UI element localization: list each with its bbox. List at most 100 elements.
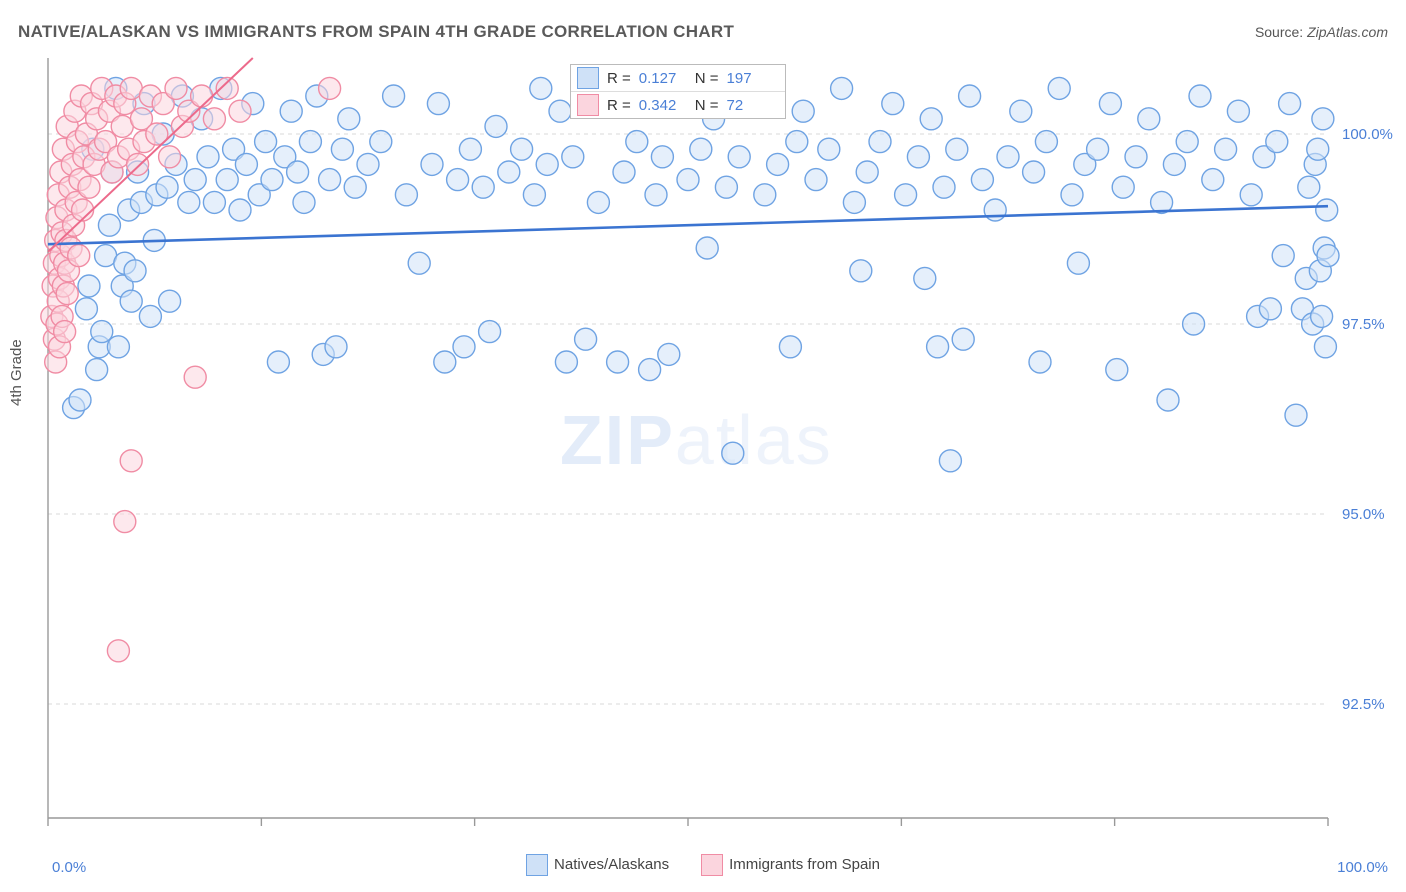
data-point	[1125, 146, 1147, 168]
data-point	[1272, 245, 1294, 267]
data-point	[86, 359, 108, 381]
data-point	[216, 169, 238, 191]
data-point	[511, 138, 533, 160]
chart-container: NATIVE/ALASKAN VS IMMIGRANTS FROM SPAIN …	[0, 0, 1406, 892]
data-point	[997, 146, 1019, 168]
data-point	[178, 191, 200, 213]
data-point	[98, 214, 120, 236]
data-point	[1023, 161, 1045, 183]
data-point	[75, 298, 97, 320]
data-point	[124, 260, 146, 282]
data-point	[626, 131, 648, 153]
data-point	[331, 138, 353, 160]
data-point	[370, 131, 392, 153]
y-tick-label: 92.5%	[1342, 696, 1385, 713]
data-point	[536, 153, 558, 175]
data-point	[383, 85, 405, 107]
data-point	[1189, 85, 1211, 107]
legend-swatch-icon	[701, 854, 723, 876]
data-point	[645, 184, 667, 206]
source-attribution: Source: ZipAtlas.com	[1255, 24, 1388, 40]
legend-label: Natives/Alaskans	[554, 856, 669, 873]
source-value: ZipAtlas.com	[1307, 24, 1388, 40]
data-point	[728, 146, 750, 168]
data-point	[927, 336, 949, 358]
data-point	[523, 184, 545, 206]
data-point	[472, 176, 494, 198]
data-point	[651, 146, 673, 168]
data-point	[984, 199, 1006, 221]
data-point	[952, 328, 974, 350]
data-point	[658, 343, 680, 365]
data-point	[1163, 153, 1185, 175]
data-point	[1138, 108, 1160, 130]
data-point	[421, 153, 443, 175]
data-point	[779, 336, 801, 358]
data-point	[882, 93, 904, 115]
data-point	[1307, 138, 1329, 160]
data-point	[1157, 389, 1179, 411]
data-point	[1099, 93, 1121, 115]
correlation-legend-row: R =0.342N =72	[571, 92, 785, 118]
r-label: R =	[607, 97, 631, 114]
data-point	[1112, 176, 1134, 198]
data-point	[184, 169, 206, 191]
chart-title: NATIVE/ALASKAN VS IMMIGRANTS FROM SPAIN …	[18, 22, 734, 42]
data-point	[453, 336, 475, 358]
data-point	[946, 138, 968, 160]
data-point	[54, 321, 76, 343]
data-point	[120, 290, 142, 312]
data-point	[261, 169, 283, 191]
y-tick-label: 95.0%	[1342, 506, 1385, 523]
data-point	[530, 77, 552, 99]
scatter-chart: 92.5%95.0%97.5%100.0%	[48, 58, 1398, 848]
data-point	[1298, 176, 1320, 198]
data-point	[319, 169, 341, 191]
data-point	[1317, 245, 1339, 267]
data-point	[1176, 131, 1198, 153]
data-point	[293, 191, 315, 213]
data-point	[939, 450, 961, 472]
data-point	[344, 176, 366, 198]
data-point	[587, 191, 609, 213]
data-point	[235, 153, 257, 175]
legend-swatch-icon	[526, 854, 548, 876]
legend-item: Immigrants from Spain	[701, 854, 880, 876]
data-point	[1087, 138, 1109, 160]
data-point	[607, 351, 629, 373]
data-point	[914, 267, 936, 289]
data-point	[184, 366, 206, 388]
data-point	[69, 389, 91, 411]
legend-item: Natives/Alaskans	[526, 854, 669, 876]
data-point	[1183, 313, 1205, 335]
data-point	[1067, 252, 1089, 274]
data-point	[408, 252, 430, 274]
data-point	[1259, 298, 1281, 320]
data-point	[197, 146, 219, 168]
data-point	[1285, 404, 1307, 426]
data-point	[159, 146, 181, 168]
data-point	[203, 108, 225, 130]
data-point	[299, 131, 321, 153]
data-point	[920, 108, 942, 130]
data-point	[1029, 351, 1051, 373]
legend-swatch-icon	[577, 67, 599, 89]
data-point	[498, 161, 520, 183]
data-point	[1010, 100, 1032, 122]
data-point	[895, 184, 917, 206]
data-point	[78, 275, 100, 297]
data-point	[1227, 100, 1249, 122]
data-point	[56, 283, 78, 305]
series-legend: Natives/Alaskans Immigrants from Spain	[0, 854, 1406, 876]
data-point	[831, 77, 853, 99]
data-point	[1266, 131, 1288, 153]
data-point	[319, 77, 341, 99]
y-tick-label: 97.5%	[1342, 316, 1385, 333]
r-value: 0.127	[639, 70, 687, 87]
data-point	[127, 153, 149, 175]
data-point	[1314, 336, 1336, 358]
data-point	[165, 77, 187, 99]
data-point	[338, 108, 360, 130]
data-point	[1240, 184, 1262, 206]
n-value: 72	[727, 97, 775, 114]
